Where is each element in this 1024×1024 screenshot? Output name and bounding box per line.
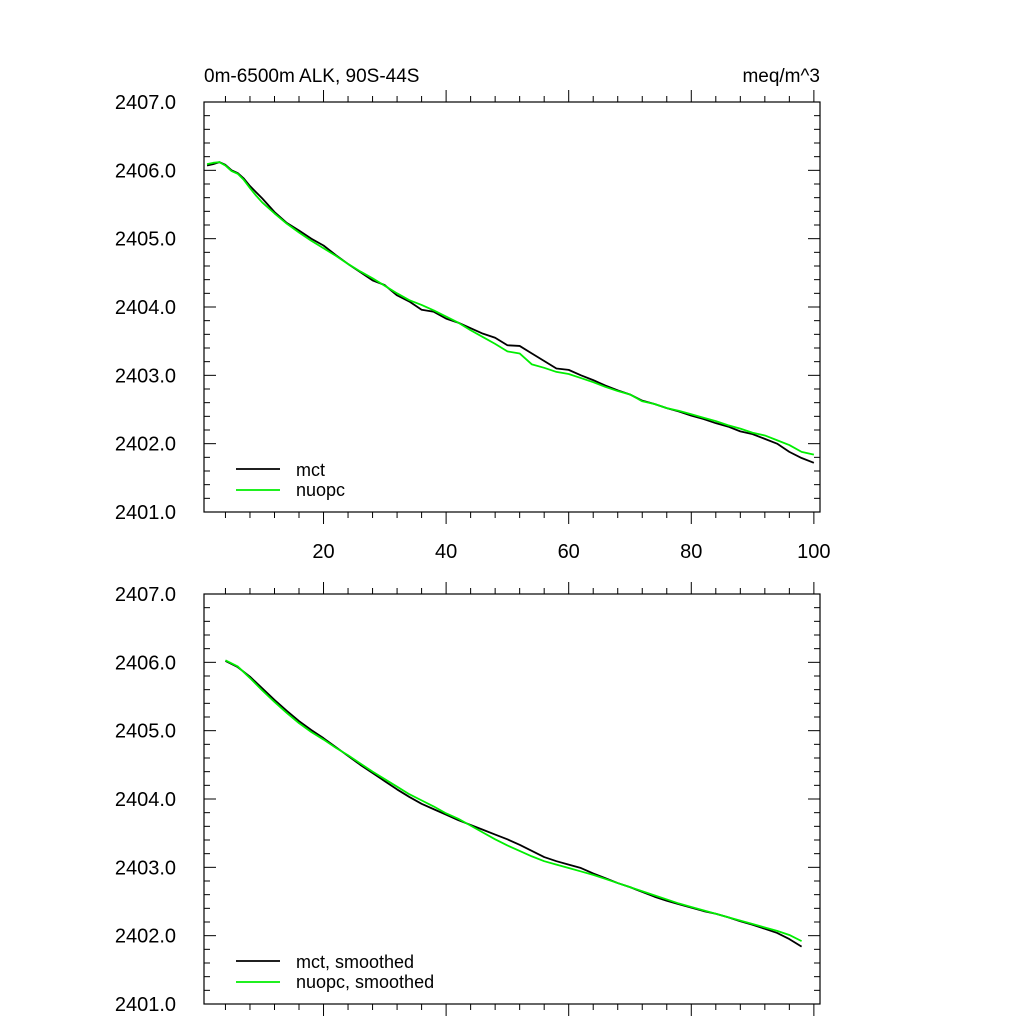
y-tick-label: 2405.0 bbox=[115, 721, 176, 743]
legend-label-mct: mct bbox=[296, 460, 325, 480]
legend-label-nuopc-smoothed: nuopc, smoothed bbox=[296, 972, 434, 992]
y-tick-label: 2406.0 bbox=[115, 160, 176, 182]
panel-title-left: 0m-6500m ALK, 90S-44S bbox=[204, 66, 419, 87]
series-line-mct bbox=[206, 161, 815, 464]
panel-title-units: meq/m^3 bbox=[742, 66, 820, 87]
axes-bottom: 2401.0 2402.0 2403.0 2404.0 2405.0 2406.0 2407… bbox=[115, 582, 820, 1016]
x-tick-label: 60 bbox=[558, 541, 580, 563]
series-line-nuopc bbox=[206, 161, 815, 456]
x-tick-label: 80 bbox=[680, 541, 702, 563]
x-tick-label: 20 bbox=[312, 541, 334, 563]
bottom-panel: 2401.0 2402.0 2403.0 2404.0 2405.0 2406.0 2407… bbox=[115, 582, 821, 1016]
legend-label-nuopc: nuopc bbox=[296, 480, 345, 500]
legend-label-mct-smoothed: mct, smoothed bbox=[296, 952, 414, 972]
series-line-nuopc-smoothed bbox=[225, 659, 803, 942]
y-tick-label: 2404.0 bbox=[115, 297, 176, 319]
legend-bottom: mct, smoothed nuopc, smoothed bbox=[236, 952, 434, 992]
y-tick-label: 2406.0 bbox=[115, 652, 176, 674]
lines-top bbox=[206, 161, 815, 464]
legend-top: mct nuopc bbox=[236, 460, 345, 500]
y-tick-label: 2404.0 bbox=[115, 789, 176, 811]
y-tick-label: 2403.0 bbox=[115, 365, 176, 387]
y-tick-label: 2403.0 bbox=[115, 857, 176, 879]
lines-bottom bbox=[225, 659, 803, 948]
y-tick-label: 2405.0 bbox=[115, 229, 176, 251]
y-tick-label: 2407.0 bbox=[115, 584, 176, 606]
x-tick-label: 40 bbox=[435, 541, 457, 563]
y-tick-label: 2402.0 bbox=[115, 434, 176, 456]
y-tick-label: 2402.0 bbox=[115, 926, 176, 948]
top-panel: 0m-6500m ALK, 90S-44S meq/m^3 2401.0 2402… bbox=[115, 66, 831, 563]
y-tick-label: 2407.0 bbox=[115, 92, 176, 114]
y-tick-label: 2401.0 bbox=[115, 994, 176, 1016]
axes-top: 2401.0 2402.0 2403.0 2404.0 2405.0 2406.0 2407… bbox=[115, 90, 831, 563]
x-tick-label: 100 bbox=[797, 541, 830, 563]
y-tick-label: 2401.0 bbox=[115, 502, 176, 524]
